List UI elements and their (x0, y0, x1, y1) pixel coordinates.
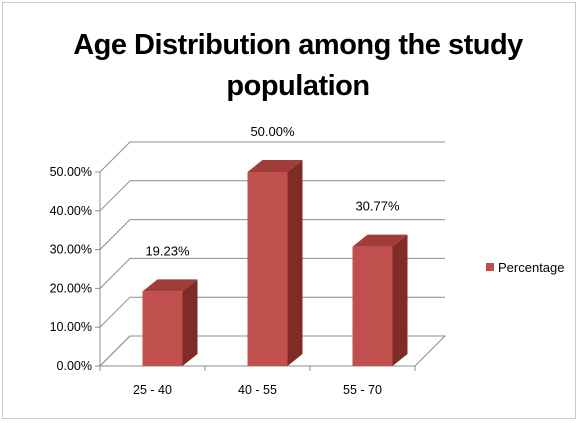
x-tick-label: 40 - 55 (238, 383, 277, 397)
data-label: 19.23% (145, 243, 190, 258)
bar-front-face (352, 246, 393, 366)
data-label: 30.77% (355, 199, 400, 214)
y-tick-label: 40.00% (50, 204, 92, 218)
legend-swatch (486, 263, 494, 271)
gridline (99, 180, 445, 212)
bar (247, 160, 303, 366)
gridline (99, 219, 445, 250)
y-tick-label: 10.00% (50, 320, 92, 334)
bar-series (142, 160, 408, 366)
bar-side-face (287, 160, 303, 366)
y-tick-label: 20.00% (50, 281, 92, 295)
y-tick-label: 0.00% (57, 359, 92, 373)
gridline (99, 335, 445, 367)
x-tick-label: 25 - 40 (133, 383, 172, 397)
gridline (99, 141, 445, 173)
axis-tick-labels: 0.00% 10.00% 20.00% 30.00% 40.00% 50.00% 25 - … (50, 165, 382, 397)
bar-front-face (247, 172, 288, 366)
chart-title-line-2: population (226, 70, 369, 102)
bar-side-face (182, 279, 198, 366)
legend: Percentage (486, 260, 565, 275)
bar-top-face (247, 160, 303, 172)
bar-side-face (392, 234, 408, 366)
data-label: 50.00% (250, 124, 295, 139)
bar (352, 234, 408, 366)
chart-title-line-1: Age Distribution among the study (73, 29, 523, 61)
bar (142, 279, 198, 366)
bar-top-face (142, 279, 198, 292)
y-tick-label: 50.00% (50, 165, 92, 179)
legend-label: Percentage (498, 260, 565, 275)
chart-title: Age Distribution among the study populat… (73, 29, 523, 102)
gridline (99, 296, 445, 328)
chart-frame (2, 2, 576, 419)
y-tick-label: 30.00% (50, 243, 92, 257)
data-labels: 19.23% 50.00% 30.77% (145, 124, 400, 258)
bar-top-face (352, 234, 408, 247)
gridline (99, 257, 445, 289)
x-tick-label: 55 - 70 (343, 383, 382, 397)
bar-front-face (142, 291, 183, 366)
plot-grid (98, 141, 447, 367)
